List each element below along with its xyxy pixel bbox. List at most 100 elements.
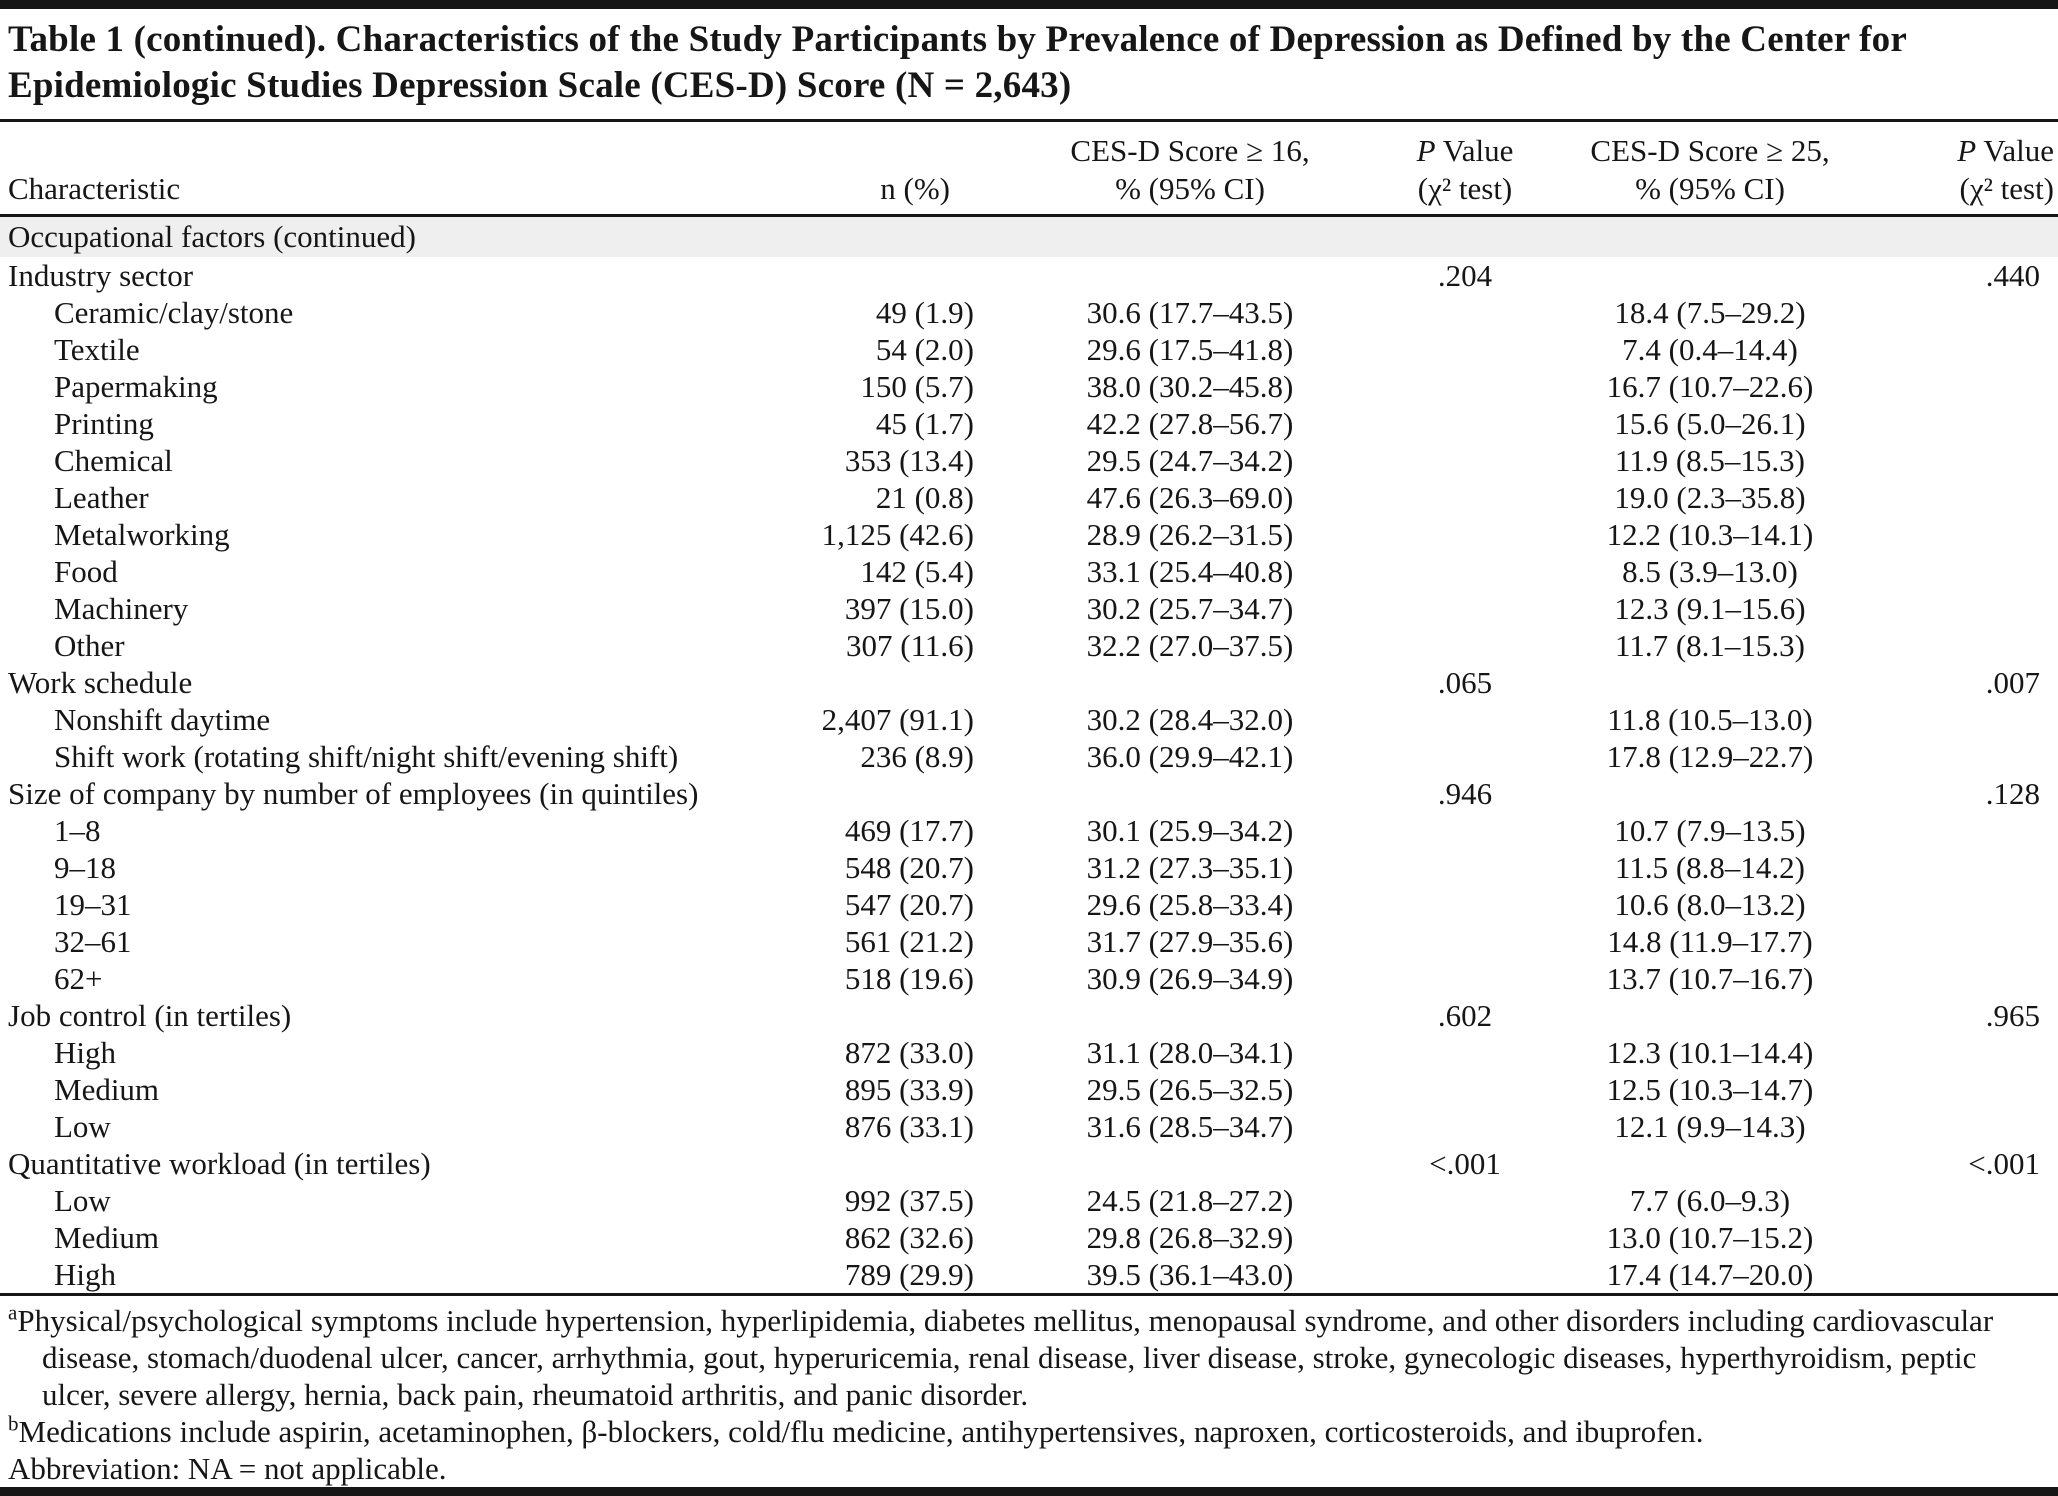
- pvalue25-cell: [1880, 627, 2058, 664]
- pvalue25-cell: [1880, 1182, 2058, 1219]
- pvalue16-cell: [1390, 294, 1540, 331]
- pvalue16-cell: .065: [1437, 665, 1493, 700]
- n-percent-cell: 895 (33.9): [844, 1072, 974, 1107]
- footnote-a-text: Physical/psychological symptoms include …: [17, 1303, 1994, 1412]
- pvalue16-cell: [1390, 1256, 1540, 1295]
- cesd16-ci-cell: [990, 775, 1390, 812]
- n-percent-cell: 547 (20.7): [844, 887, 974, 922]
- characteristic-cell: Size of company by number of employees (…: [8, 776, 699, 811]
- pvalue16-cell: [1390, 405, 1540, 442]
- pvalue16-cell: [1390, 1219, 1540, 1256]
- characteristic-cell: Shift work (rotating shift/night shift/e…: [54, 739, 679, 774]
- characteristic-cell: Nonshift daytime: [54, 702, 271, 737]
- cesd25-ci-cell: 17.8 (12.9–22.7): [1606, 739, 1814, 774]
- cesd16-ci-cell: 28.9 (26.2–31.5): [1086, 517, 1294, 552]
- cesd16-ci-cell: 30.6 (17.7–43.5): [1086, 295, 1294, 330]
- characteristic-cell: Chemical: [54, 443, 173, 478]
- pvalue16-cell: [1390, 442, 1540, 479]
- cesd16-ci-cell: 32.2 (27.0–37.5): [1086, 628, 1294, 663]
- pvalue25-cell: [1880, 516, 2058, 553]
- cesd16-ci-cell: 29.6 (25.8–33.4): [1086, 887, 1294, 922]
- cesd25-ci-cell: [1540, 997, 1880, 1034]
- characteristic-cell: Work schedule: [8, 665, 193, 700]
- characteristic-cell: Machinery: [54, 591, 189, 626]
- cesd25-ci-cell: 12.2 (10.3–14.1): [1606, 517, 1814, 552]
- table-row: 32–61 561 (21.2) 31.7 (27.9–35.6) 14.8 (11.…: [0, 923, 2058, 960]
- header-n-percent: n (%): [772, 122, 990, 217]
- section-band-label: Occupational factors (continued): [0, 215, 2058, 257]
- table-row: 1–8 469 (17.7) 30.1 (25.9–34.2) 10.7 (7.9–1…: [0, 812, 2058, 849]
- pvalue16-cell: .946: [1437, 776, 1493, 811]
- pvalue25-cell: [1880, 1256, 2058, 1295]
- cesd25-ci-cell: [1540, 1145, 1880, 1182]
- table-row: Work schedule .065 .007: [0, 664, 2058, 701]
- characteristic-cell: Food: [54, 554, 118, 589]
- n-percent-cell: 548 (20.7): [844, 850, 974, 885]
- characteristic-cell: Metalworking: [54, 517, 230, 552]
- characteristic-cell: Other: [54, 628, 125, 663]
- pvalue16-cell: [1390, 516, 1540, 553]
- pvalue16-cell: [1390, 738, 1540, 775]
- cesd16-ci-cell: 31.7 (27.9–35.6): [1086, 924, 1294, 959]
- cesd25-ci-cell: 12.1 (9.9–14.3): [1614, 1109, 1806, 1144]
- pvalue25-cell: <.001: [1968, 1146, 2040, 1181]
- pvalue16-cell: [1390, 627, 1540, 664]
- pvalue16-cell: .204: [1437, 258, 1493, 293]
- n-percent-cell: 45 (1.7): [875, 406, 974, 441]
- pvalue25-cell: [1880, 479, 2058, 516]
- table-row: Machinery 397 (15.0) 30.2 (25.7–34.7) 12.3 …: [0, 590, 2058, 627]
- cesd16-ci-cell: 39.5 (36.1–43.0): [1086, 1257, 1294, 1292]
- table-row: Medium 895 (33.9) 29.5 (26.5–32.5) 12.5 (10…: [0, 1071, 2058, 1108]
- footnote-b-text: Medications include aspirin, acetaminoph…: [18, 1414, 1704, 1449]
- cesd16-ci-cell: 42.2 (27.8–56.7): [1086, 406, 1294, 441]
- cesd16-ci-cell: [990, 664, 1390, 701]
- table-row: Quantitative workload (in tertiles) <.001…: [0, 1145, 2058, 1182]
- table-row: 62+ 518 (19.6) 30.9 (26.9–34.9) 13.7 (10.7–…: [0, 960, 2058, 997]
- pvalue16-cell: [1390, 1071, 1540, 1108]
- table-row: Ceramic/clay/stone 49 (1.9) 30.6 (17.7–43.…: [0, 294, 2058, 331]
- bottom-rule: [0, 1487, 2058, 1496]
- characteristic-cell: Quantitative workload (in tertiles): [8, 1146, 431, 1181]
- top-rule: [0, 0, 2058, 9]
- characteristic-cell: Textile: [54, 332, 140, 367]
- n-percent-cell: 49 (1.9): [875, 295, 974, 330]
- pvalue25-cell: .007: [1985, 665, 2040, 700]
- cesd16-ci-cell: 29.8 (26.8–32.9): [1086, 1220, 1294, 1255]
- cesd25-ci-cell: 10.6 (8.0–13.2): [1614, 887, 1806, 922]
- table-row: Metalworking 1,125 (42.6) 28.9 (26.2–31.5)…: [0, 516, 2058, 553]
- pvalue16-cell: [1390, 923, 1540, 960]
- cesd25-ci-cell: 14.8 (11.9–17.7): [1607, 924, 1813, 959]
- n-percent-cell: 150 (5.7): [860, 369, 974, 404]
- cesd25-ci-cell: [1540, 664, 1880, 701]
- table-row: Food 142 (5.4) 33.1 (25.4–40.8) 8.5 (3.9–13…: [0, 553, 2058, 590]
- pvalue16-cell: [1390, 849, 1540, 886]
- pvalue16-cell: [1390, 331, 1540, 368]
- pvalue16-cell: [1390, 590, 1540, 627]
- table-row: Leather 21 (0.8) 47.6 (26.3–69.0) 19.0 (2.3…: [0, 479, 2058, 516]
- pvalue16-cell: [1390, 1108, 1540, 1145]
- pvalue25-cell: [1880, 923, 2058, 960]
- table-row: 19–31 547 (20.7) 29.6 (25.8–33.4) 10.6 (8.0…: [0, 886, 2058, 923]
- cesd16-ci-cell: [990, 997, 1390, 1034]
- pvalue25-cell: [1880, 590, 2058, 627]
- pvalue25-cell: [1880, 1219, 2058, 1256]
- n-percent-cell: [772, 257, 990, 294]
- table-row: Medium 862 (32.6) 29.8 (26.8–32.9) 13.0 (10…: [0, 1219, 2058, 1256]
- cesd25-ci-cell: 12.3 (9.1–15.6): [1614, 591, 1806, 626]
- n-percent-cell: 789 (29.9): [844, 1257, 974, 1292]
- study-characteristics-table: Characteristic n (%) CES-D Score ≥ 16, %…: [0, 122, 2058, 1296]
- characteristic-cell: 9–18: [54, 850, 116, 885]
- characteristic-cell: Low: [54, 1109, 111, 1144]
- table-row: Chemical 353 (13.4) 29.5 (24.7–34.2) 11.9 (…: [0, 442, 2058, 479]
- pvalue25-cell: .965: [1985, 998, 2040, 1033]
- table-row: Printing 45 (1.7) 42.2 (27.8–56.7) 15.6 (5.…: [0, 405, 2058, 442]
- pvalue16-cell: <.001: [1429, 1146, 1501, 1181]
- cesd16-ci-cell: 38.0 (30.2–45.8): [1086, 369, 1294, 404]
- pvalue16-cell: [1390, 812, 1540, 849]
- n-percent-cell: 2,407 (91.1): [821, 702, 974, 737]
- cesd16-ci-cell: 47.6 (26.3–69.0): [1086, 480, 1294, 515]
- cesd25-ci-cell: 8.5 (3.9–13.0): [1622, 554, 1798, 589]
- cesd16-ci-cell: 30.2 (25.7–34.7): [1086, 591, 1294, 626]
- header-pvalue-25: P Value (χ² test): [1880, 122, 2058, 217]
- cesd25-ci-cell: [1540, 257, 1880, 294]
